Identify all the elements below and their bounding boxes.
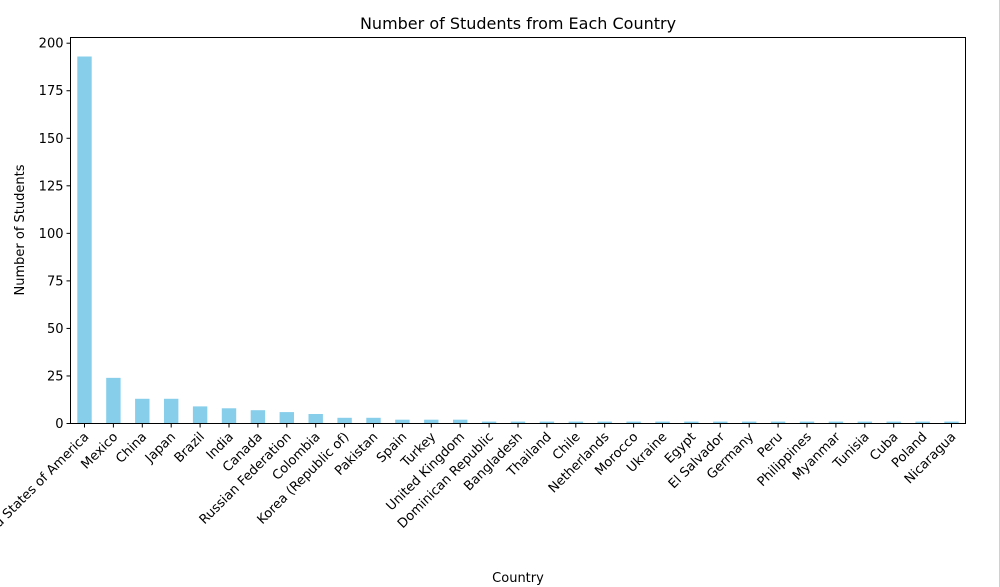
x-axis-label: Country [492,571,544,586]
bar-16 [539,421,555,424]
y-tick-label: 100 [39,227,64,242]
y-axis-label: Number of Students [13,164,28,295]
y-axis-ticks: 0 25 50 75 100 125 150 175 200 [39,37,71,432]
bar-0 [77,56,92,424]
bar-5 [221,408,237,424]
y-tick-label: 150 [39,132,64,147]
bar-12 [424,419,439,424]
bar-4 [192,406,208,424]
bar-29 [915,421,930,424]
bar-23 [742,421,757,424]
bar-30 [944,421,959,424]
bar-28 [886,421,901,424]
bar-6 [250,410,266,424]
bar-24 [770,421,786,424]
y-tick-label: 25 [47,369,64,384]
x-tick-label: China [113,430,150,467]
y-tick-label: 75 [47,274,64,289]
bar-7 [279,412,294,424]
x-tick-label: Brazil [172,430,208,466]
chart-title: Number of Students from Each Country [360,14,676,33]
x-tick-label: United States of America [0,430,92,555]
y-tick-label: 200 [39,37,64,52]
bar-20 [655,421,670,424]
y-tick-label: 175 [39,84,64,99]
bar-25 [799,421,815,424]
bar-8 [308,413,323,424]
bar-13 [453,419,468,424]
bar-22 [713,421,728,424]
bar-27 [857,421,872,424]
bar-11 [395,419,410,424]
bar-1 [106,377,121,424]
x-tick-label: Japan [142,430,179,467]
y-tick-label: 0 [55,417,63,432]
bar-17 [568,421,583,424]
bar-21 [684,421,699,424]
bars-group [77,56,959,424]
y-tick-label: 50 [47,322,64,337]
plot-area-frame [70,37,966,424]
bar-3 [164,398,179,424]
y-tick-label: 125 [39,179,64,194]
bar-26 [828,421,844,424]
bar-15 [510,421,526,424]
bar-19 [626,421,641,424]
bar-18 [597,421,612,424]
bar-14 [481,421,497,424]
x-axis-ticks: United States of AmericaMexicoChinaJapan… [0,423,959,555]
bar-10 [366,417,381,424]
bar-2 [135,398,150,424]
bar-9 [337,417,352,424]
